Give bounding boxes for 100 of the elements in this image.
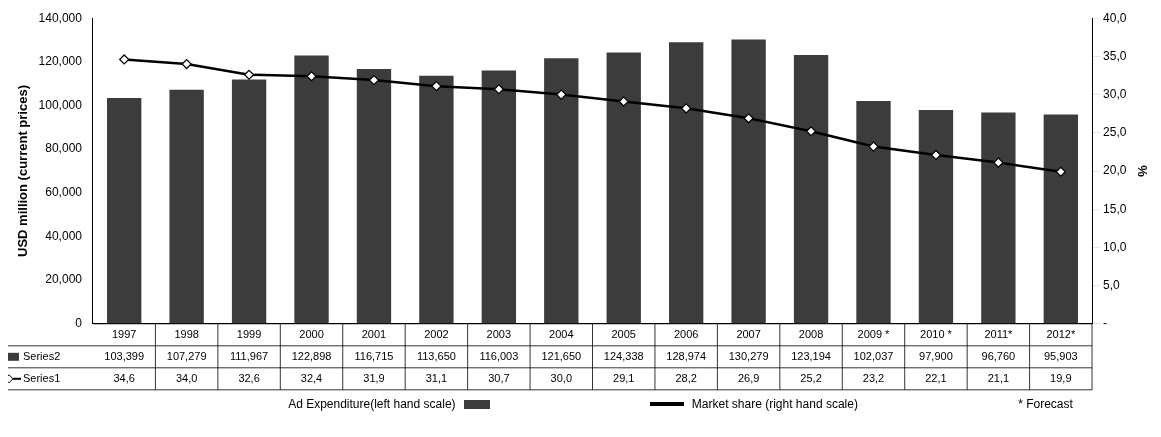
point (868, 141, 879, 152)
data-label: 95,903 (1044, 349, 1078, 362)
bar (1043, 114, 1078, 324)
data-label: 128,974 (666, 349, 707, 362)
data-label: 30,0 (550, 371, 572, 384)
x-tick-label: 2002 (424, 328, 449, 341)
y2-tick-label: 35,0 (1103, 48, 1127, 63)
point (306, 71, 317, 82)
data-label: 22,1 (925, 371, 947, 384)
bar (107, 98, 142, 324)
legend-label: Series2 (22, 349, 61, 362)
data-label: 103,399 (104, 349, 145, 362)
point (743, 113, 754, 124)
y-tick-label: 120,000 (38, 54, 83, 69)
data-label: 122,898 (291, 349, 332, 362)
y-axis-title: USD million (current prices) (15, 85, 31, 257)
x-tick-label: 2004 (549, 328, 574, 341)
bar (544, 58, 579, 324)
y-tick-label: 80,000 (45, 141, 83, 156)
bar (231, 79, 267, 324)
bar (481, 70, 517, 324)
x-tick-label: 2003 (486, 328, 512, 341)
bar (793, 54, 829, 324)
y2-tick-label: 10,0 (1103, 239, 1127, 254)
y-tick-label: 140,000 (38, 10, 83, 25)
y2-tick-label: - (1103, 316, 1108, 331)
data-label: 19,9 (1050, 371, 1072, 384)
y2-tick-label: 40,0 (1103, 10, 1127, 25)
legend-label: Series1 (22, 371, 61, 384)
bar (856, 101, 891, 324)
point (431, 81, 442, 92)
y-tick-label: 40,000 (45, 228, 83, 243)
point (119, 54, 130, 65)
x-tick-label: 1998 (174, 328, 199, 341)
bar (419, 75, 454, 324)
point (805, 126, 817, 137)
data-label: 123,194 (791, 349, 831, 362)
data-label: 121,650 (541, 349, 582, 362)
y2-tick-label: 20,0 (1103, 163, 1127, 178)
data-label: 107,279 (166, 349, 207, 362)
data-label: 28,2 (675, 371, 697, 384)
x-tick-label: 2001 (361, 328, 387, 341)
x-tick-label: 2009 * (857, 328, 891, 341)
point (618, 96, 629, 107)
data-label: 130,279 (728, 349, 769, 362)
data-label: 26,9 (737, 371, 760, 384)
data-label: 25,2 (800, 371, 822, 384)
bar (294, 55, 329, 324)
bar (606, 52, 641, 324)
y2-tick-label: 15,0 (1103, 201, 1127, 216)
bar (669, 42, 704, 324)
point (1055, 166, 1066, 177)
text: Market share (right hand scale) (691, 397, 858, 411)
data-label: 32,4 (300, 371, 323, 384)
data-label: 97,900 (919, 349, 953, 362)
data-label: 34,6 (113, 371, 135, 384)
data-label: 116,003 (479, 349, 519, 362)
x-tick-label: 2012* (1046, 328, 1076, 341)
x-tick-label: 2005 (611, 328, 636, 341)
point (930, 149, 942, 161)
x-tick-label: 2006 (673, 328, 699, 341)
text: * Forecast (1018, 397, 1073, 411)
bar (356, 69, 392, 324)
data-label: 96,760 (981, 349, 1016, 362)
y-tick-label: 20,000 (45, 272, 83, 287)
bar (981, 112, 1016, 324)
x-tick-label: 2008 (798, 328, 824, 341)
x-tick-label: 2010 * (920, 328, 953, 341)
bar (169, 89, 204, 324)
point (681, 103, 692, 114)
data-label: 111,967 (230, 349, 269, 362)
point (181, 58, 192, 70)
x-tick-label: 2007 (736, 328, 761, 341)
data-label: 113,650 (416, 349, 456, 362)
data-label: 124,338 (603, 349, 644, 362)
data-label: 116,715 (354, 349, 394, 362)
x-tick-label: 1997 (111, 328, 137, 341)
point (243, 69, 255, 80)
y-tick-label: 60,000 (45, 185, 83, 200)
data-label: 21,1 (987, 371, 1010, 384)
data-label: 34,0 (175, 371, 198, 384)
point (556, 89, 567, 100)
x-tick-label: 1999 (236, 328, 262, 341)
point (993, 157, 1004, 168)
y-tick-label: 100,000 (38, 97, 83, 112)
y2-tick-label: 30,0 (1103, 86, 1127, 101)
x-tick-label: 2000 (299, 328, 324, 341)
data-label: 30,7 (488, 371, 510, 384)
data-label: 102,037 (853, 349, 894, 362)
bar (731, 39, 766, 324)
y-tick-label: 0 (75, 316, 83, 331)
data-label: 29,1 (613, 371, 635, 384)
x-tick-label: 2011* (984, 328, 1014, 341)
bar (918, 110, 954, 324)
y2-axis-title: % (1134, 165, 1150, 178)
data-label: 31,1 (425, 371, 448, 384)
data-label: 23,2 (862, 371, 885, 384)
point (493, 84, 504, 95)
text: Ad Expenditure(left hand scale) (288, 397, 456, 411)
data-label: 32,6 (238, 371, 260, 384)
